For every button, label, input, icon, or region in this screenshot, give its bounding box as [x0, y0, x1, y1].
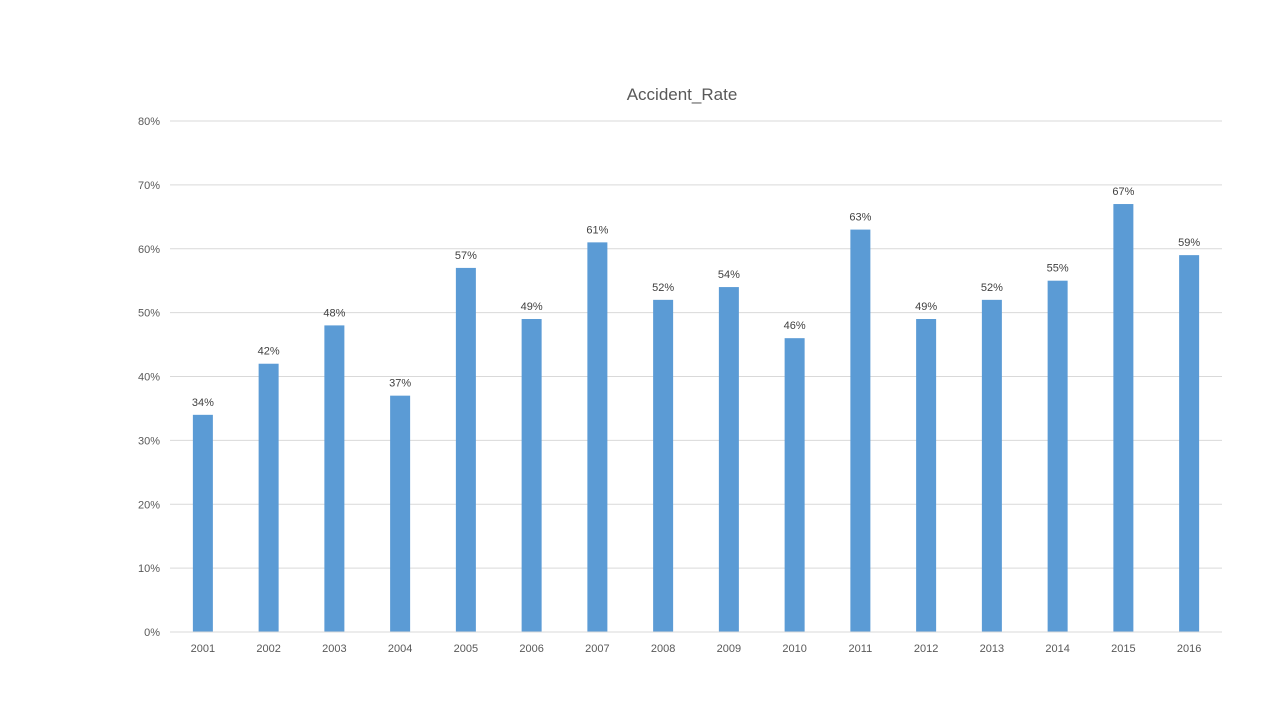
bar — [258, 363, 279, 632]
x-tick-label: 2014 — [1045, 643, 1069, 655]
data-label: 55% — [1047, 263, 1069, 275]
y-tick-label: 30% — [138, 435, 160, 447]
data-label: 54% — [718, 269, 740, 281]
x-tick-label: 2004 — [388, 643, 412, 655]
bar — [653, 299, 674, 632]
bar — [916, 319, 937, 632]
x-tick-label: 2006 — [519, 643, 543, 655]
x-tick-label: 2008 — [651, 643, 675, 655]
data-label: 61% — [586, 224, 608, 236]
x-tick-label: 2016 — [1177, 643, 1201, 655]
data-label: 48% — [323, 307, 345, 319]
bar — [1113, 204, 1134, 632]
bar — [981, 299, 1002, 632]
y-tick-label: 10% — [138, 563, 160, 575]
data-label: 52% — [652, 282, 674, 294]
data-labels: 34% 42% 48% 37% 57% 49% 61% 52% 54% 46% 63% 49% 52% 5… — [192, 186, 1200, 409]
y-axis-tick-labels: 0% 10% 20% 30% 40% 50% 60% 70% 80% — [138, 116, 160, 639]
bar — [1047, 280, 1068, 632]
bar — [587, 242, 608, 633]
data-label: 59% — [1178, 237, 1200, 249]
bar — [455, 267, 476, 632]
data-label: 49% — [521, 301, 543, 313]
bar — [192, 414, 213, 632]
bar — [1179, 255, 1200, 632]
x-tick-label: 2010 — [782, 643, 806, 655]
x-tick-label: 2012 — [914, 643, 938, 655]
data-label: 34% — [192, 397, 214, 409]
data-label: 37% — [389, 378, 411, 390]
y-tick-label: 60% — [138, 244, 160, 256]
bar — [390, 395, 411, 632]
bars — [192, 204, 1200, 633]
bar — [850, 229, 871, 632]
chart-title: Accident_Rate — [627, 85, 738, 104]
x-axis-tick-labels: 2001 2002 2003 2004 2005 2006 2007 2008 2009 2010… — [191, 643, 1202, 655]
bar — [324, 325, 345, 632]
data-label: 46% — [784, 320, 806, 332]
y-tick-label: 20% — [138, 499, 160, 511]
y-tick-label: 70% — [138, 180, 160, 192]
x-tick-label: 2003 — [322, 643, 346, 655]
bar — [521, 319, 542, 632]
x-tick-label: 2007 — [585, 643, 609, 655]
x-tick-label: 2002 — [256, 643, 280, 655]
y-tick-label: 80% — [138, 116, 160, 128]
data-label: 63% — [849, 212, 871, 224]
data-label: 52% — [981, 282, 1003, 294]
data-label: 49% — [915, 301, 937, 313]
data-label: 42% — [258, 346, 280, 358]
x-tick-label: 2013 — [980, 643, 1004, 655]
x-tick-label: 2015 — [1111, 643, 1135, 655]
x-tick-label: 2005 — [454, 643, 478, 655]
y-tick-label: 40% — [138, 372, 160, 384]
bar — [718, 287, 739, 632]
gridlines — [170, 120, 1222, 569]
data-label: 67% — [1112, 186, 1134, 198]
data-label: 57% — [455, 250, 477, 262]
x-tick-label: 2011 — [849, 643, 873, 655]
bar — [784, 338, 805, 632]
y-tick-label: 50% — [138, 308, 160, 320]
x-tick-label: 2001 — [191, 643, 215, 655]
y-tick-label: 0% — [144, 627, 160, 639]
x-tick-label: 2009 — [717, 643, 741, 655]
